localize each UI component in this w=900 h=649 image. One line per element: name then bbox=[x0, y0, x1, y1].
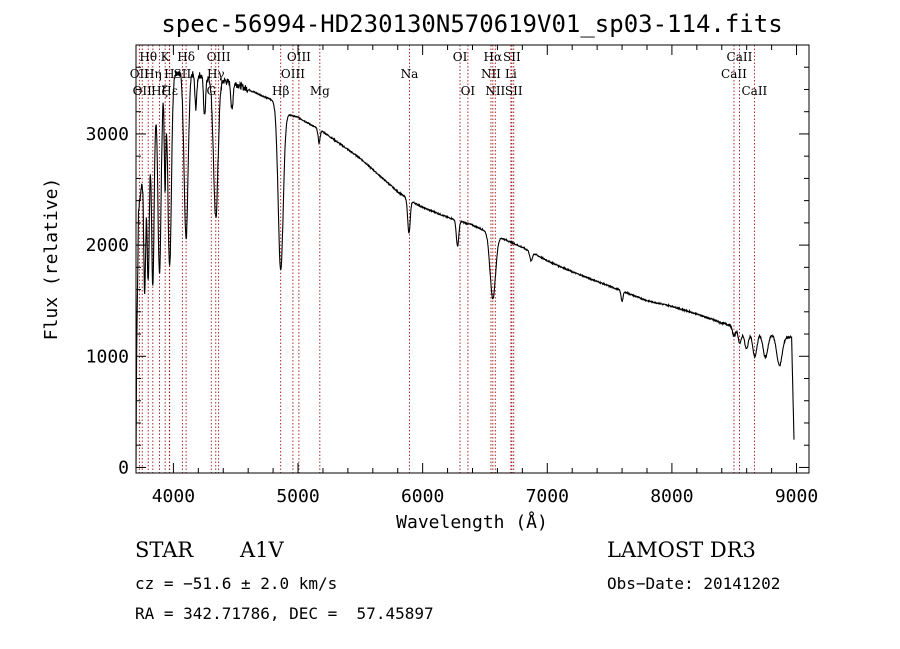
line-label: Hγ bbox=[207, 67, 225, 81]
line-label: Hα bbox=[484, 50, 503, 64]
x-axis-label: Wavelength (Å) bbox=[396, 511, 548, 533]
line-label: CaII bbox=[741, 84, 767, 98]
line-label: Na bbox=[401, 67, 419, 81]
line-label: OIII bbox=[207, 50, 231, 64]
x-tick-label: 9000 bbox=[775, 486, 818, 507]
line-label: Li bbox=[505, 67, 517, 81]
spectral-line-markers bbox=[138, 45, 755, 473]
line-label: OI bbox=[461, 84, 476, 98]
spectral-subclass: A1V bbox=[240, 538, 284, 562]
line-label: OIII bbox=[287, 50, 311, 64]
line-label: OIII bbox=[281, 67, 305, 81]
x-tick-label: 4000 bbox=[152, 486, 195, 507]
line-label: Hβ bbox=[272, 84, 289, 98]
axis-ticks: 4000 5000 6000 7000 8000 9000 0 1000 2000 3000 bbox=[86, 45, 818, 507]
line-label: OII bbox=[130, 67, 150, 81]
coordinates: RA = 342.71786, DEC = 57.45897 bbox=[135, 604, 434, 623]
line-label: OII bbox=[133, 84, 153, 98]
line-label: H bbox=[164, 67, 174, 81]
line-label: CaII bbox=[727, 50, 753, 64]
line-label: SII bbox=[505, 84, 523, 98]
chart-title: spec-56994-HD230130N570619V01_sp03-114.f… bbox=[161, 10, 782, 38]
line-label: SII bbox=[503, 50, 521, 64]
y-tick-label: 0 bbox=[118, 457, 129, 478]
line-label: Hζ bbox=[151, 84, 168, 98]
survey-name: LAMOST DR3 bbox=[607, 538, 756, 562]
line-label: NII bbox=[481, 67, 501, 81]
line-label: Hη bbox=[144, 67, 162, 81]
y-tick-label: 3000 bbox=[86, 124, 129, 145]
line-label: Hδ bbox=[177, 50, 195, 64]
x-tick-label: 7000 bbox=[526, 486, 569, 507]
line-label: SII bbox=[174, 67, 192, 81]
line-label: Hε bbox=[161, 84, 178, 98]
redshift-cz: cz = −51.6 ± 2.0 km/s bbox=[135, 574, 338, 593]
x-tick-label: 6000 bbox=[401, 486, 444, 507]
x-tick-label: 8000 bbox=[650, 486, 693, 507]
x-tick-label: 5000 bbox=[276, 486, 319, 507]
line-label: Mg bbox=[310, 84, 330, 98]
y-axis-label: Flux (relative) bbox=[41, 178, 62, 341]
y-tick-label: 1000 bbox=[86, 346, 129, 367]
y-tick-label: 2000 bbox=[86, 235, 129, 256]
line-label: Hθ bbox=[139, 50, 157, 64]
observation-date: Obs−Date: 20141202 bbox=[607, 574, 781, 593]
line-label: OI bbox=[453, 50, 468, 64]
spectral-line-labels: OII OII Hθ Hη Hζ KH Hε SII Hδ G Hγ OIII Hβ OIII OIII Mg… bbox=[130, 50, 768, 98]
object-type: STAR bbox=[135, 538, 194, 562]
line-label: CaII bbox=[721, 67, 747, 81]
line-label: K bbox=[161, 50, 171, 64]
line-label: NII bbox=[485, 84, 505, 98]
line-label: G bbox=[206, 84, 216, 98]
spectrum-line bbox=[135, 70, 795, 468]
plot-frame bbox=[135, 44, 810, 474]
